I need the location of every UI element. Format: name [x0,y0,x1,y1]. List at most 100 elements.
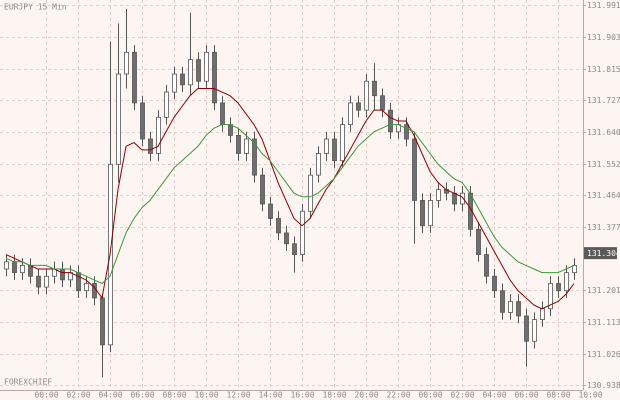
x-tick-label: 16:00 [290,391,314,400]
current-price-box [584,247,617,260]
candle-body [4,261,9,270]
candle-body [268,203,273,219]
candle-body [452,192,457,205]
x-tick-label: 00:00 [34,391,58,400]
candle-body [476,228,481,255]
y-tick-label: 131.727 [587,96,620,105]
candle-body [20,265,25,274]
candle-body [252,138,257,176]
y-tick-label: 131.113 [587,318,620,327]
candle-body [324,138,329,154]
candle-body [556,283,561,292]
candle-body [404,124,409,140]
candle-body [436,189,441,201]
candle-body [196,59,201,82]
candle-body [60,268,65,281]
candle-body [100,297,105,346]
x-tick-label: 04:00 [482,391,506,400]
y-tick-label: 131.552 [587,160,620,169]
x-tick-label: 06:00 [130,391,154,400]
candle-body [28,265,33,277]
candle-body [228,124,233,136]
axis-labels: 131.991 131.903 131.815 131.727 131.640 131.5… [34,1,620,400]
moving-average-line [5,88,575,310]
candle-body [348,102,353,125]
candle-body [116,73,121,165]
candle-body [540,308,545,320]
candle-body [516,301,521,317]
moving-average-line [5,124,575,285]
candle-body [372,80,377,97]
candle-body [524,315,529,342]
y-tick-label: 131.201 [587,286,620,295]
candle-body [148,138,153,154]
y-tick-label: 131.640 [587,128,620,137]
candle-body [316,153,321,176]
y-tick-label: 131.903 [587,33,620,42]
candle-body [332,138,337,162]
candle-body [412,138,417,201]
candle-body [492,275,497,292]
candle-body [300,210,305,255]
candle-body [164,91,169,118]
candle-body [204,51,209,82]
candle-body [428,200,433,227]
candle-body [292,243,297,255]
x-tick-label: 00:00 [418,391,442,400]
x-tick-label: 02:00 [66,391,90,400]
x-tick-label: 18:00 [322,391,346,400]
y-tick-label: 131.464 [587,191,620,200]
candle-body [132,51,137,104]
x-tick-label: 08:00 [162,391,186,400]
candle-body [276,218,281,234]
candle-body [124,51,129,75]
candle-body [284,232,289,245]
x-tick-label: 10:00 [194,391,218,400]
candle-body [420,200,425,227]
candle-body [84,283,89,292]
candle-body [180,73,185,86]
chart-title: EURJPY 15 Min [4,3,67,12]
candle-body [548,283,553,310]
y-tick-label: 131.815 [587,65,620,74]
y-tick-label: 130.938 [587,381,620,390]
candle-body [188,59,193,86]
candle-body [156,116,161,154]
x-tick-label: 12:00 [226,391,250,400]
watermark: FOREXCHIEF [4,378,52,387]
plot [4,9,577,378]
candle-body [572,265,577,274]
current-price-label: 131.304 [587,249,620,258]
candle-body [212,51,217,104]
x-tick-label: 22:00 [386,391,410,400]
candle-body [12,261,17,274]
x-tick-label: 04:00 [98,391,122,400]
candle-body [236,135,241,154]
candle-body [564,272,569,292]
x-tick-label: 14:00 [258,391,282,400]
candle-body [244,138,249,154]
y-tick-label: 131.377 [587,223,620,232]
candle-body [364,80,369,111]
candle-body [484,254,489,277]
candle-body [340,124,345,162]
candle-body [460,192,465,205]
candle-body [380,95,385,111]
y-tick-label: 131.026 [587,350,620,359]
x-tick-label: 02:00 [450,391,474,400]
x-tick-label: 10:00 [578,391,602,400]
candle-body [220,102,225,125]
candle-body [140,102,145,140]
candle-body [172,73,177,93]
candle-body [356,102,361,111]
candle-body [500,290,505,313]
candle-body [44,275,49,288]
candle-body [260,174,265,205]
x-tick-label: 06:00 [514,391,538,400]
candle-body [36,275,41,288]
candle-body [308,174,313,212]
x-tick-label: 08:00 [546,391,570,400]
candle-body [388,109,393,133]
